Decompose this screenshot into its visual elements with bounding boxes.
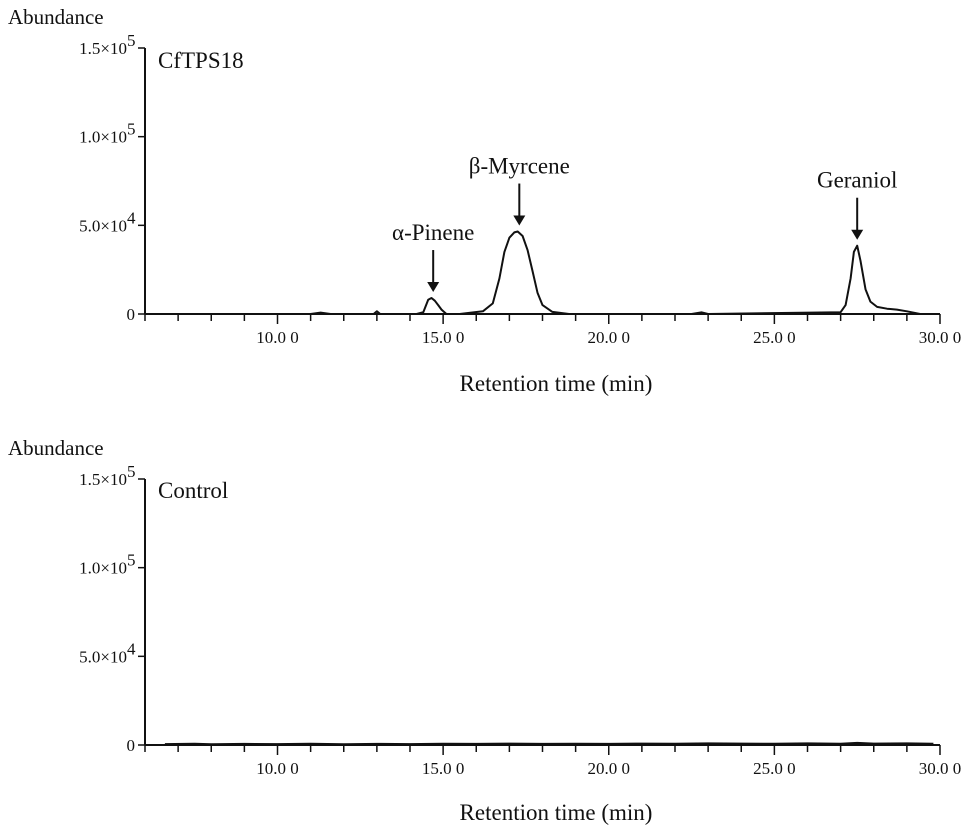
x-tick-label: 25.0 0 [753,759,796,778]
x-tick-label: 30.0 0 [919,759,962,778]
series-line [164,741,934,746]
x-tick-label: 10.0 0 [256,328,299,347]
y-tick-exponent: 4 [127,208,136,227]
annotation-label: β-Myrcene [469,154,570,179]
peak-annotation: β-Myrcene [469,154,570,226]
chart-panel-control: Abundance Control 10.0 0 15.0 0 20.0 0 25.0… [8,436,961,825]
x-tick-label: 20.0 0 [588,328,631,347]
x-axis-label: Retention time (min) [460,371,653,396]
y-tick-label: 1.5×10 [79,470,127,489]
annotation-arrow-head [513,215,526,226]
peak-annotation: α-Pinene [392,220,474,293]
tick-labels: 10.0 0 15.0 0 20.0 0 25.0 0 30.0 0 0 5.0×10 4 1.… [79,31,961,347]
y-tick-exponent: 5 [127,551,136,570]
y-tick-exponent: 4 [127,639,136,658]
annotation-arrow-head [851,229,864,240]
x-axis-label: Retention time (min) [460,800,653,825]
y-tick-exponent: 5 [127,120,136,139]
y-tick-label: 0 [127,305,136,324]
x-tick-label: 15.0 0 [422,328,465,347]
annotation-arrow-head [427,282,440,293]
x-tick-label: 30.0 0 [919,328,962,347]
peak-annotations: α-Pinene β-Myrcene Geraniol [392,154,897,293]
y-tick-label: 0 [127,736,136,755]
x-tick-label: 25.0 0 [753,328,796,347]
y-tick-label: 5.0×10 [79,647,127,666]
panel-label: Control [158,478,228,503]
panel-label: CfTPS18 [158,48,244,73]
y-tick-label: 1.0×10 [79,128,127,147]
y-tick-label: 1.5×10 [79,39,127,58]
annotation-label: α-Pinene [392,220,474,245]
y-axis-label: Abundance [8,436,104,460]
y-tick-exponent: 5 [127,462,136,481]
y-tick-label: 1.0×10 [79,559,127,578]
y-tick-exponent: 5 [127,31,136,50]
series-group [164,741,934,746]
annotation-label: Geraniol [817,168,897,193]
series-group [145,230,921,315]
y-axis-label: Abundance [8,5,104,29]
chart-panel-cftps18: Abundance CfTPS18 10.0 0 15.0 0 20.0 0 25.0… [8,5,961,396]
x-tick-label: 20.0 0 [588,759,631,778]
y-tick-label: 5.0×10 [79,216,127,235]
series-line [145,230,921,315]
peak-annotation: Geraniol [817,168,897,240]
x-tick-label: 10.0 0 [256,759,299,778]
axes [138,478,941,755]
x-tick-label: 15.0 0 [422,759,465,778]
tick-labels: 10.0 0 15.0 0 20.0 0 25.0 0 30.0 0 0 5.0×10 4 1.… [79,462,961,778]
